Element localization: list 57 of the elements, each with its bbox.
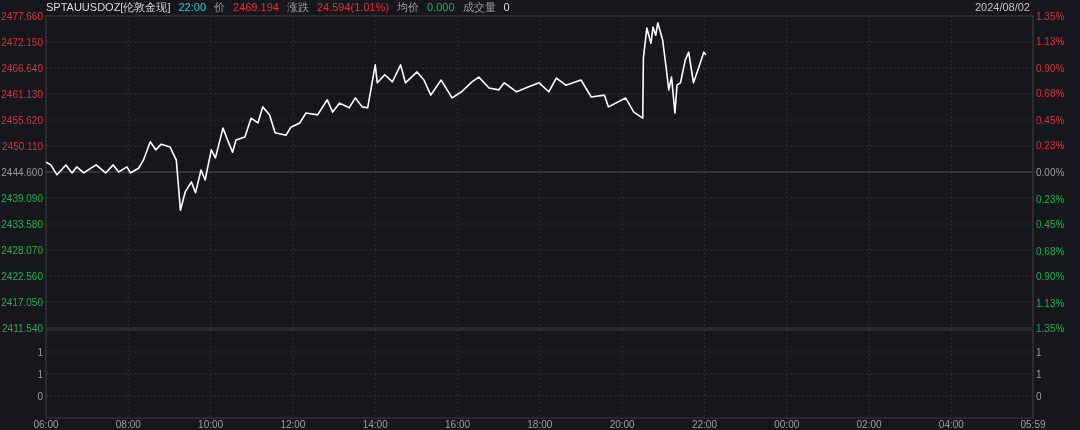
y2-tick-label: 1.13%: [1036, 36, 1065, 48]
text: 涨跌: [286, 1, 309, 13]
y2-tick-label: 0.90%: [1036, 271, 1065, 282]
y-tick-label: 2428.070: [1, 245, 44, 256]
y2-tick-label: 0.23%: [1036, 193, 1065, 205]
text: 价: [213, 1, 226, 13]
x-tick-label: 05:59: [1020, 419, 1046, 430]
y-tick-label: 2422.560: [1, 271, 44, 282]
line-series: [45, 22, 707, 212]
chart-title: SPTAUUSDOZ[伦敦金现]: [46, 1, 171, 13]
y2-tick-label: 1: [1036, 347, 1042, 358]
y2-tick-label: 0: [1036, 391, 1042, 402]
y-tick-label: 2439.090: [1, 193, 44, 204]
text: 0.000: [427, 1, 455, 13]
x-tick-label: 06:00: [33, 419, 59, 430]
y-tick-label: 2455.620: [1, 115, 44, 126]
y-tick-label: 1: [37, 347, 44, 358]
y-tick-label: 0: [37, 391, 44, 402]
y2-tick-label: 0.00%: [1036, 167, 1065, 178]
y-tick-label: 2417.050: [1, 297, 44, 308]
text: 0: [503, 1, 510, 13]
y-tick-label: 2444.600: [1, 167, 44, 178]
y2-tick-label: 0.23%: [1036, 140, 1065, 152]
text: 22:00: [178, 1, 207, 13]
y2-tick-label: 0.45%: [1036, 115, 1065, 126]
x-tick-label: 10:00: [198, 419, 224, 430]
text: 成交量: [462, 1, 496, 13]
y2-tick-label: 1.35%: [1036, 11, 1065, 22]
y-tick-label: 2411.540: [2, 323, 44, 334]
x-tick-label: 20:00: [609, 419, 636, 430]
text: 均价: [396, 1, 420, 13]
x-tick-label: 12:00: [280, 419, 306, 430]
x-tick-label: 14:00: [362, 419, 389, 430]
y-tick-label: 2472.150: [1, 37, 44, 48]
x-tick-label: 08:00: [115, 419, 142, 430]
y-tick-label: 2450.110: [2, 141, 44, 152]
x-tick-label: 04:00: [938, 419, 965, 430]
y-tick-label: 2433.580: [1, 219, 44, 230]
y2-tick-label: 0.90%: [1036, 63, 1065, 74]
x-tick-label: 22:00: [691, 419, 718, 430]
x-tick-label: 16:00: [445, 419, 471, 430]
y-tick-label: 2477.660: [1, 11, 44, 22]
x-tick-label: 18:00: [527, 419, 553, 430]
y2-tick-label: 0.68%: [1036, 88, 1065, 100]
y2-tick-label: 1: [1036, 369, 1042, 380]
x-tick-label: 02:00: [856, 419, 883, 430]
text: 24.594(1.01%): [316, 1, 390, 13]
y2-tick-label: 0.68%: [1036, 245, 1065, 257]
y-tick-label: 2461.130: [1, 89, 44, 100]
y-tick-label: 1: [37, 369, 44, 380]
text: 2469.194: [233, 1, 279, 13]
y2-tick-label: 1.35%: [1036, 323, 1065, 334]
x-tick-label: 00:00: [774, 419, 800, 430]
y2-tick-label: 1.13%: [1036, 297, 1065, 309]
y-tick-label: 2466.640: [1, 63, 44, 74]
text: 2024/08/02: [974, 1, 1030, 13]
y2-tick-label: 0.45%: [1036, 219, 1065, 230]
